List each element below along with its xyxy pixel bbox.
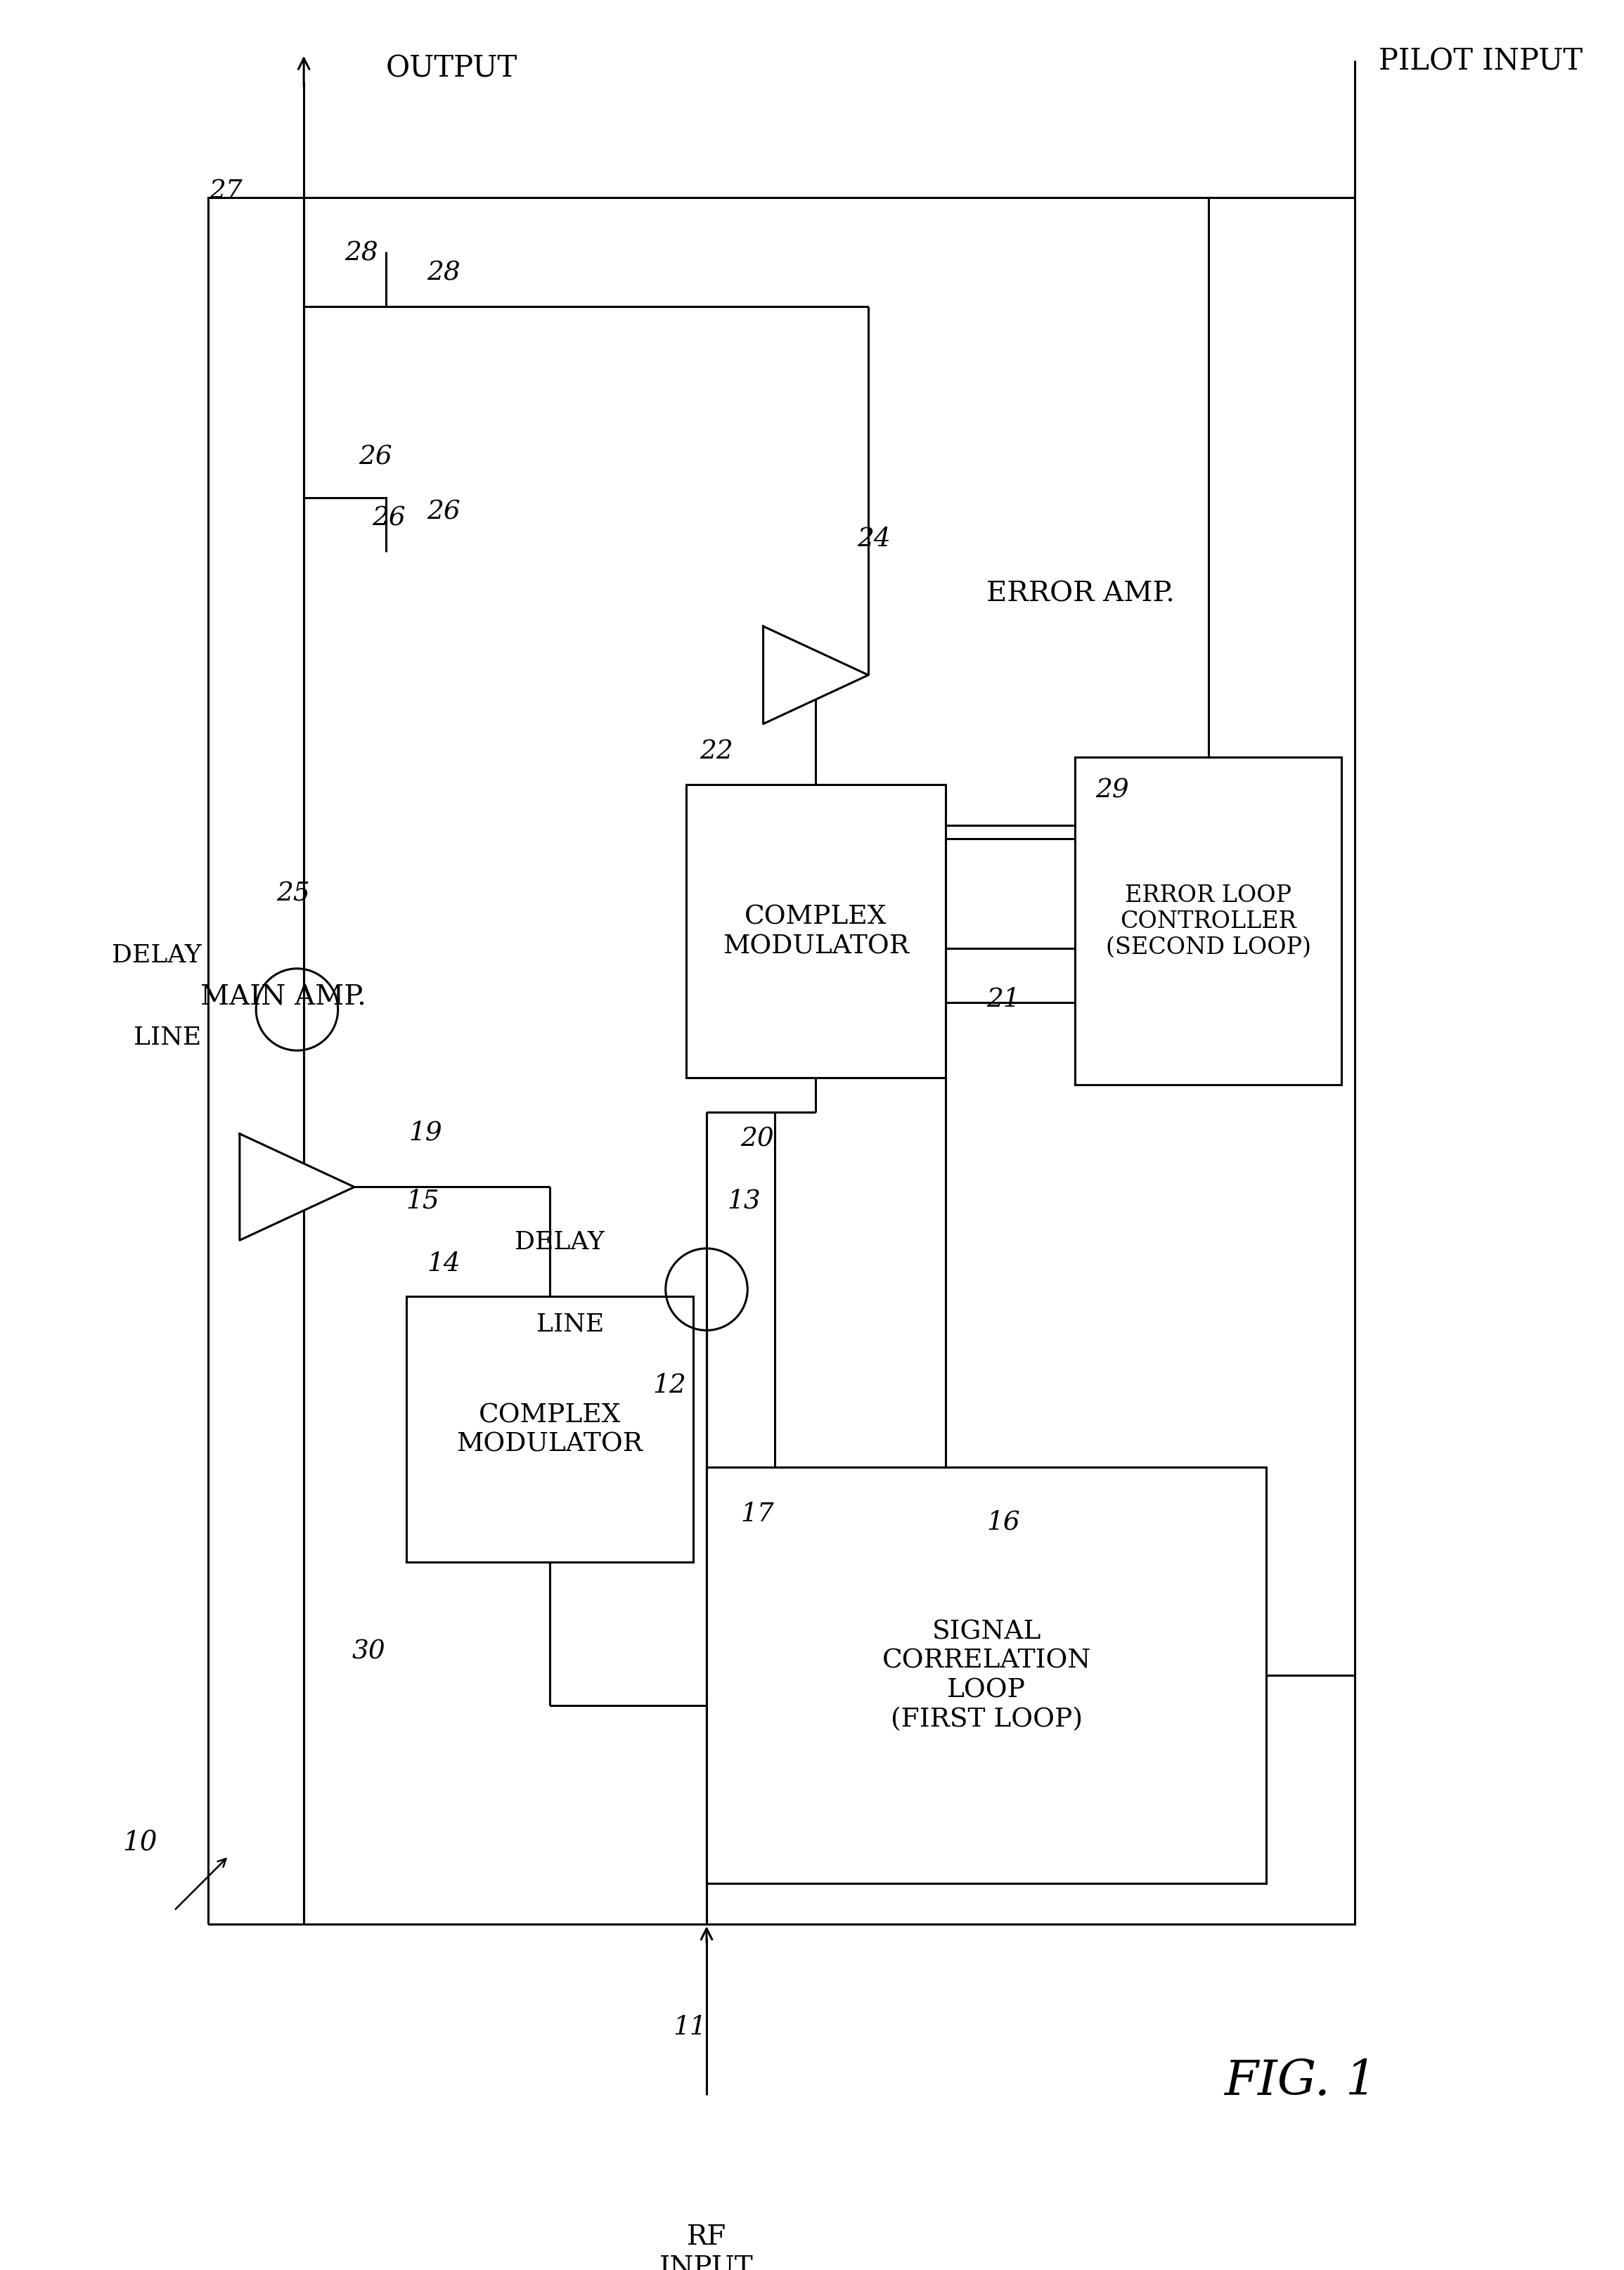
- Text: 11: 11: [672, 2013, 706, 2038]
- Text: LINE: LINE: [536, 1312, 604, 1335]
- Polygon shape: [763, 627, 869, 724]
- Text: 24: 24: [857, 527, 890, 552]
- Text: ERROR AMP.: ERROR AMP.: [986, 581, 1174, 606]
- Text: 26: 26: [372, 506, 406, 531]
- Text: 13: 13: [728, 1187, 760, 1214]
- Text: DELAY: DELAY: [112, 944, 201, 967]
- Text: 17: 17: [741, 1500, 775, 1525]
- Bar: [406, 1296, 693, 1562]
- Text: 25: 25: [276, 881, 310, 906]
- Text: 28: 28: [344, 241, 378, 266]
- Text: 10: 10: [122, 1830, 158, 1855]
- Text: OUTPUT: OUTPUT: [387, 54, 518, 84]
- Text: 20: 20: [741, 1126, 775, 1151]
- Text: COMPLEX
MODULATOR: COMPLEX MODULATOR: [456, 1403, 643, 1457]
- Text: 27: 27: [209, 179, 242, 204]
- Text: 16: 16: [986, 1510, 1020, 1535]
- Bar: [685, 785, 945, 1078]
- Text: 29: 29: [1096, 779, 1129, 804]
- Text: 22: 22: [700, 740, 734, 765]
- Text: SIGNAL
CORRELATION
LOOP
(FIRST LOOP): SIGNAL CORRELATION LOOP (FIRST LOOP): [882, 1619, 1091, 1732]
- Bar: [1075, 758, 1341, 1085]
- Text: 26: 26: [359, 445, 391, 470]
- Text: COMPLEX
MODULATOR: COMPLEX MODULATOR: [723, 903, 909, 958]
- Bar: [706, 1466, 1267, 1884]
- Text: 21: 21: [986, 987, 1020, 1012]
- Polygon shape: [240, 1135, 354, 1242]
- Text: 14: 14: [427, 1251, 460, 1276]
- Text: DELAY: DELAY: [515, 1230, 604, 1253]
- Text: PILOT INPUT: PILOT INPUT: [1379, 48, 1583, 77]
- Text: 28: 28: [427, 261, 460, 286]
- Text: 15: 15: [406, 1187, 440, 1214]
- Text: 19: 19: [409, 1119, 442, 1146]
- Text: FIG. 1: FIG. 1: [1224, 2059, 1377, 2104]
- Text: 30: 30: [352, 1639, 387, 1664]
- Text: ERROR LOOP
CONTROLLER
(SECOND LOOP): ERROR LOOP CONTROLLER (SECOND LOOP): [1106, 883, 1311, 958]
- Text: LINE: LINE: [133, 1026, 201, 1049]
- Text: RF
INPUT: RF INPUT: [659, 2225, 754, 2270]
- Text: 26: 26: [427, 499, 460, 524]
- Text: 12: 12: [653, 1373, 685, 1398]
- Text: MAIN AMP.: MAIN AMP.: [200, 983, 367, 1010]
